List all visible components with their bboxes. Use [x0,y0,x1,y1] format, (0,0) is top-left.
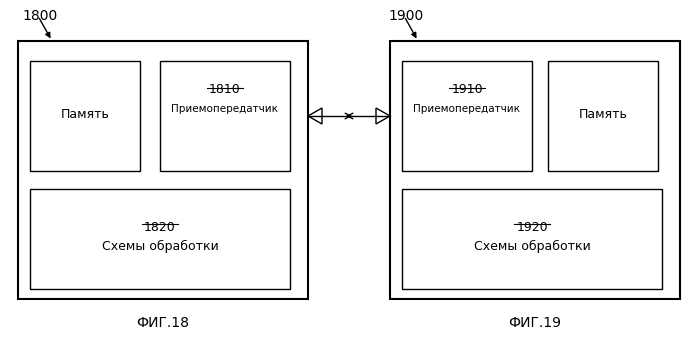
FancyBboxPatch shape [30,61,140,171]
Text: Приемопередатчик: Приемопередатчик [171,104,278,114]
Text: Приемопередатчик: Приемопередатчик [414,104,521,114]
Text: Память: Память [579,108,628,121]
Text: 1820: 1820 [144,221,176,234]
Text: ФИГ.19: ФИГ.19 [508,316,561,330]
FancyBboxPatch shape [30,189,290,289]
FancyBboxPatch shape [402,189,662,289]
FancyBboxPatch shape [18,41,308,299]
Text: 1920: 1920 [516,221,548,234]
Text: 1800: 1800 [22,9,57,23]
Text: ФИГ.18: ФИГ.18 [136,316,189,330]
Text: 1910: 1910 [451,83,483,96]
FancyBboxPatch shape [402,61,532,171]
FancyBboxPatch shape [160,61,290,171]
Text: Схемы обработки: Схемы обработки [101,239,218,253]
Text: 1900: 1900 [388,9,424,23]
Text: Память: Память [61,108,110,121]
Text: 1810: 1810 [209,83,241,96]
FancyBboxPatch shape [390,41,680,299]
Text: Схемы обработки: Схемы обработки [474,239,591,253]
FancyBboxPatch shape [548,61,658,171]
